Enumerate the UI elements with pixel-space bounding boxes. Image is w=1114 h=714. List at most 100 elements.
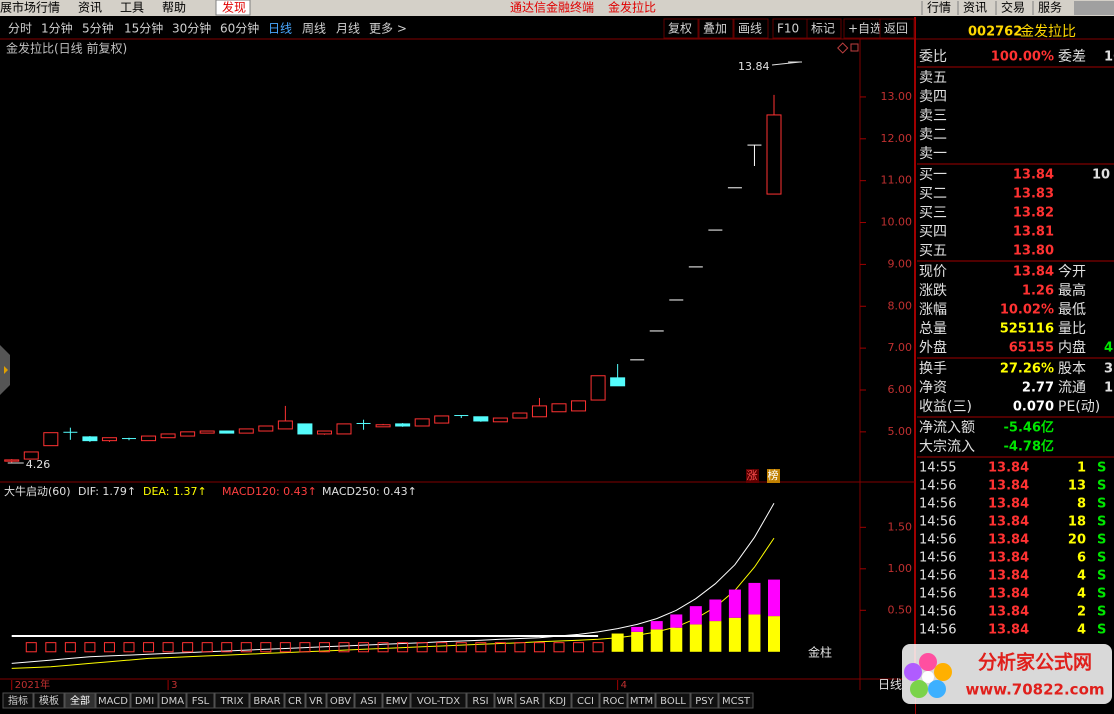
indicator-tab-label[interactable]: MCST [722,696,751,707]
tool-button[interactable] [806,18,842,39]
indicator-tab[interactable] [33,692,65,709]
quote-value: 3 [1104,362,1113,377]
indicator-tab-label[interactable]: ASI [360,696,376,707]
indicator-tab[interactable] [571,692,600,709]
icon[interactable] [837,42,849,54]
indicator-tab[interactable] [382,692,411,709]
quote-value: 13.80 [1013,244,1054,259]
indicator-tab-label[interactable]: WR [497,696,514,707]
indicator-tab[interactable] [515,692,544,709]
tool-button[interactable] [733,18,769,39]
tool-button[interactable] [879,18,915,39]
indicator-tab-label[interactable]: ROC [603,696,625,707]
trade-flag: S [1097,515,1106,530]
y-tick-label: 10.00 [881,216,913,229]
indicator-tab[interactable] [410,692,467,709]
indicator-tab-label[interactable]: CR [288,696,302,707]
indicator-tab[interactable] [95,692,131,709]
indicator-tab-label[interactable]: DMI [135,696,154,707]
indicator-tab[interactable] [627,692,656,709]
tool-label[interactable]: 叠加 [703,22,727,36]
indicator-tab[interactable] [354,692,383,709]
quote-label: 卖三 [919,108,947,124]
period-tab[interactable]: 5分钟 [82,21,114,36]
icon[interactable] [850,43,859,52]
indicator-tab-label[interactable]: 全部 [70,694,90,707]
indicator-tab-label[interactable]: SAR [519,696,539,707]
period-tab[interactable]: 更多 > [369,22,407,36]
trade-price: 13.84 [988,587,1029,602]
indicator-tab-label[interactable]: FSL [192,696,210,707]
indicator-tab-label[interactable]: BOLL [660,696,686,707]
indicator-tab-label[interactable]: RSI [472,696,488,707]
tool-label[interactable]: 标记 [811,22,835,36]
indicator-tab[interactable] [214,692,250,709]
indicator-tab[interactable] [466,692,495,709]
menu-item[interactable]: 工具 [120,1,144,15]
indicator-tab-label[interactable]: MTM [630,696,653,707]
trade-volume: 2 [1077,605,1086,620]
indicator-tab[interactable] [130,692,159,709]
indicator-tab[interactable] [326,692,355,709]
indicator-tab-label[interactable]: MACD [98,696,128,707]
period-tab[interactable]: 月线 [336,22,360,36]
menu-item[interactable]: 帮助 [162,1,186,15]
indicator-tab[interactable] [186,692,215,709]
tool-label[interactable]: 复权 [668,22,692,36]
menu-item[interactable]: 资讯 [963,1,987,15]
period-tab[interactable]: 分时 [8,22,32,36]
period-tab[interactable]: 15分钟 [124,21,163,36]
indicator-tab[interactable] [690,692,719,709]
tool-button[interactable] [698,18,734,39]
menu-item[interactable]: 资讯 [78,1,102,15]
tool-label[interactable]: 画线 [738,22,762,36]
indicator-tab[interactable] [64,692,96,709]
menu-item[interactable]: 交易 [1001,0,1025,15]
indicator-tab-label[interactable]: EMV [386,696,408,707]
indicator-tab-label[interactable]: KDJ [549,696,566,707]
indicator-tab-label[interactable]: OBV [330,696,351,707]
indicator-bar [689,606,702,625]
trade-flag: S [1097,623,1106,638]
indicator-tab-label[interactable]: BRAR [253,696,280,707]
trade-price: 13.84 [988,515,1029,530]
period-tab[interactable]: 30分钟 [172,21,211,36]
indicator-tab[interactable] [2,692,34,709]
menu-item[interactable]: 发现 [222,0,246,15]
tool-button[interactable] [663,18,699,39]
period-tab[interactable]: 周线 [302,22,326,36]
petal [919,653,937,671]
period-tab[interactable]: 60分钟 [220,21,259,36]
menu-item[interactable]: 行情 [927,1,951,15]
indicator-tab-label[interactable]: 模板 [39,694,59,707]
indicator-tab[interactable] [305,692,327,709]
tool-label[interactable]: 返回 [884,22,908,36]
indicator-tab-label[interactable]: VR [309,696,323,707]
indicator-tab[interactable] [655,692,691,709]
indicator-tab[interactable] [494,692,516,709]
indicator-tab[interactable] [249,692,285,709]
y-tick-label: 5.00 [888,425,913,438]
tool-label[interactable]: F10 [777,22,799,36]
indicator-tab-label[interactable]: TRIX [220,696,244,707]
indicator-tab[interactable] [599,692,628,709]
menu-item[interactable]: 展市场行情 [0,0,60,15]
tool-label[interactable]: +自选 [848,22,882,36]
indicator-tab-label[interactable]: DMA [161,696,184,707]
period-tab[interactable]: 1分钟 [41,21,73,36]
indicator-tab[interactable] [284,692,306,709]
indicator-box [455,642,467,653]
indicator-box [436,642,448,653]
menu-item[interactable]: 服务 [1038,0,1062,15]
period-tab[interactable]: 日线 [268,22,292,36]
period-label[interactable]: 日线 [878,678,902,692]
indicator-tab-label[interactable]: VOL-TDX [417,696,460,707]
indicator-tab-label[interactable]: PSY [695,696,714,707]
indicator-tab[interactable] [543,692,572,709]
indicator-tab-label[interactable]: CCI [577,696,594,707]
indicator-tab-label[interactable]: 指标 [8,694,28,707]
trade-price: 13.84 [988,569,1029,584]
indicator-tab[interactable] [718,692,754,709]
indicator-box [553,642,565,653]
indicator-tab[interactable] [158,692,187,709]
